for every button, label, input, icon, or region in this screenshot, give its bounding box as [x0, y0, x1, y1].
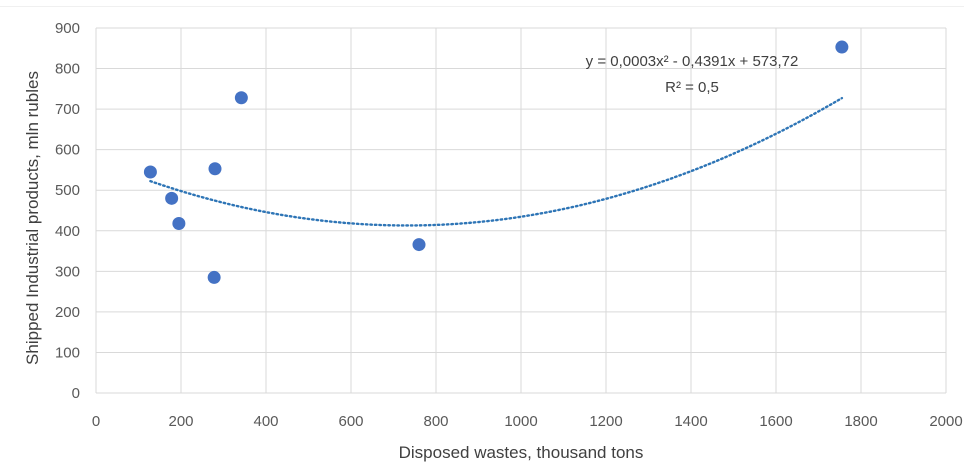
data-point	[208, 162, 222, 176]
x-tick-label: 1200	[589, 413, 622, 430]
data-points	[143, 40, 849, 284]
data-point	[412, 238, 426, 252]
data-point	[207, 270, 221, 284]
x-tick-label: 1600	[759, 413, 792, 430]
data-point	[143, 165, 157, 179]
data-point	[172, 216, 186, 230]
data-point	[835, 40, 849, 54]
x-tick-label: 0	[92, 413, 100, 430]
x-tick-label: 800	[423, 413, 448, 430]
y-tick-label: 900	[55, 20, 80, 37]
y-axis-tick-labels: 0 100 200 300 400 500 600 700 800 900	[55, 20, 80, 402]
x-tick-label: 1000	[504, 413, 537, 430]
x-tick-label: 600	[338, 413, 363, 430]
y-tick-label: 800	[55, 61, 80, 78]
y-tick-label: 700	[55, 101, 80, 118]
data-point	[234, 91, 248, 105]
r-squared-label: R² = 0,5	[665, 79, 719, 96]
vertical-gridlines	[95, 28, 947, 393]
y-tick-label: 600	[55, 142, 80, 159]
cropped-caption-strip	[0, 0, 964, 7]
y-tick-label: 400	[55, 223, 80, 240]
trendline	[149, 96, 844, 227]
x-tick-label: 1400	[674, 413, 707, 430]
horizontal-gridlines	[96, 27, 946, 394]
data-point	[165, 191, 179, 205]
x-tick-label: 200	[168, 413, 193, 430]
trendline-equation: y = 0,0003x² - 0,4391x + 573,72	[586, 53, 799, 70]
x-axis-title: Disposed wastes, thousand tons	[399, 443, 644, 462]
y-tick-label: 300	[55, 263, 80, 280]
y-tick-label: 0	[72, 385, 80, 402]
y-axis-title: Shipped Industrial products, mln rubles	[23, 71, 42, 365]
y-tick-label: 100	[55, 344, 80, 361]
x-axis-tick-labels: 0 200 400 600 800 1000 1200 1400 1600 1800 2000	[92, 413, 963, 430]
y-tick-label: 500	[55, 182, 80, 199]
x-tick-label: 1800	[844, 413, 877, 430]
x-tick-label: 400	[253, 413, 278, 430]
y-tick-label: 200	[55, 304, 80, 321]
x-tick-label: 2000	[929, 413, 962, 430]
